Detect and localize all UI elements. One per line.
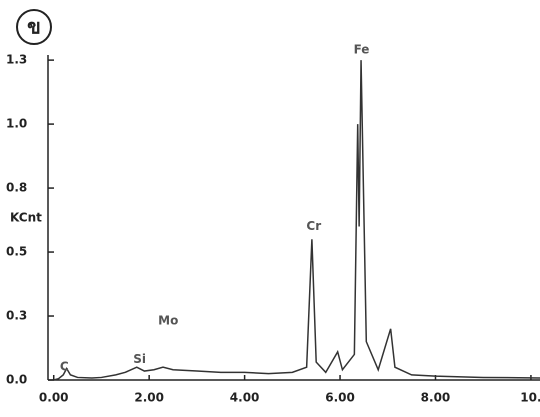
x-tick-label: 10.	[520, 391, 540, 405]
x-tick-label: 2.00	[134, 391, 164, 405]
y-tick-label: 1.3	[6, 53, 27, 67]
y-axis-label: KCnt	[10, 211, 42, 225]
x-tick-label: 6.00	[325, 391, 355, 405]
y-tick-label: 1.0	[6, 117, 27, 131]
peak-label: Si	[133, 352, 146, 366]
peak-label: Fe	[354, 42, 370, 56]
spectrum	[53, 60, 540, 381]
badge-circle	[16, 9, 52, 45]
peak-label: Cr	[306, 219, 321, 233]
peak-label: C	[60, 360, 69, 374]
badge: ข	[27, 15, 41, 39]
x-tick-label: 8.00	[421, 391, 451, 405]
y-tick-label: 0.8	[6, 181, 27, 195]
x-tick-label: 4.00	[230, 391, 260, 405]
y-tick-label: 0.5	[6, 245, 27, 259]
y-tick-label: 0.3	[6, 309, 27, 323]
peak-label: Mo	[158, 314, 178, 328]
x-tick-label: 0.00	[39, 391, 69, 405]
y-tick-label: 0.0	[6, 373, 27, 387]
